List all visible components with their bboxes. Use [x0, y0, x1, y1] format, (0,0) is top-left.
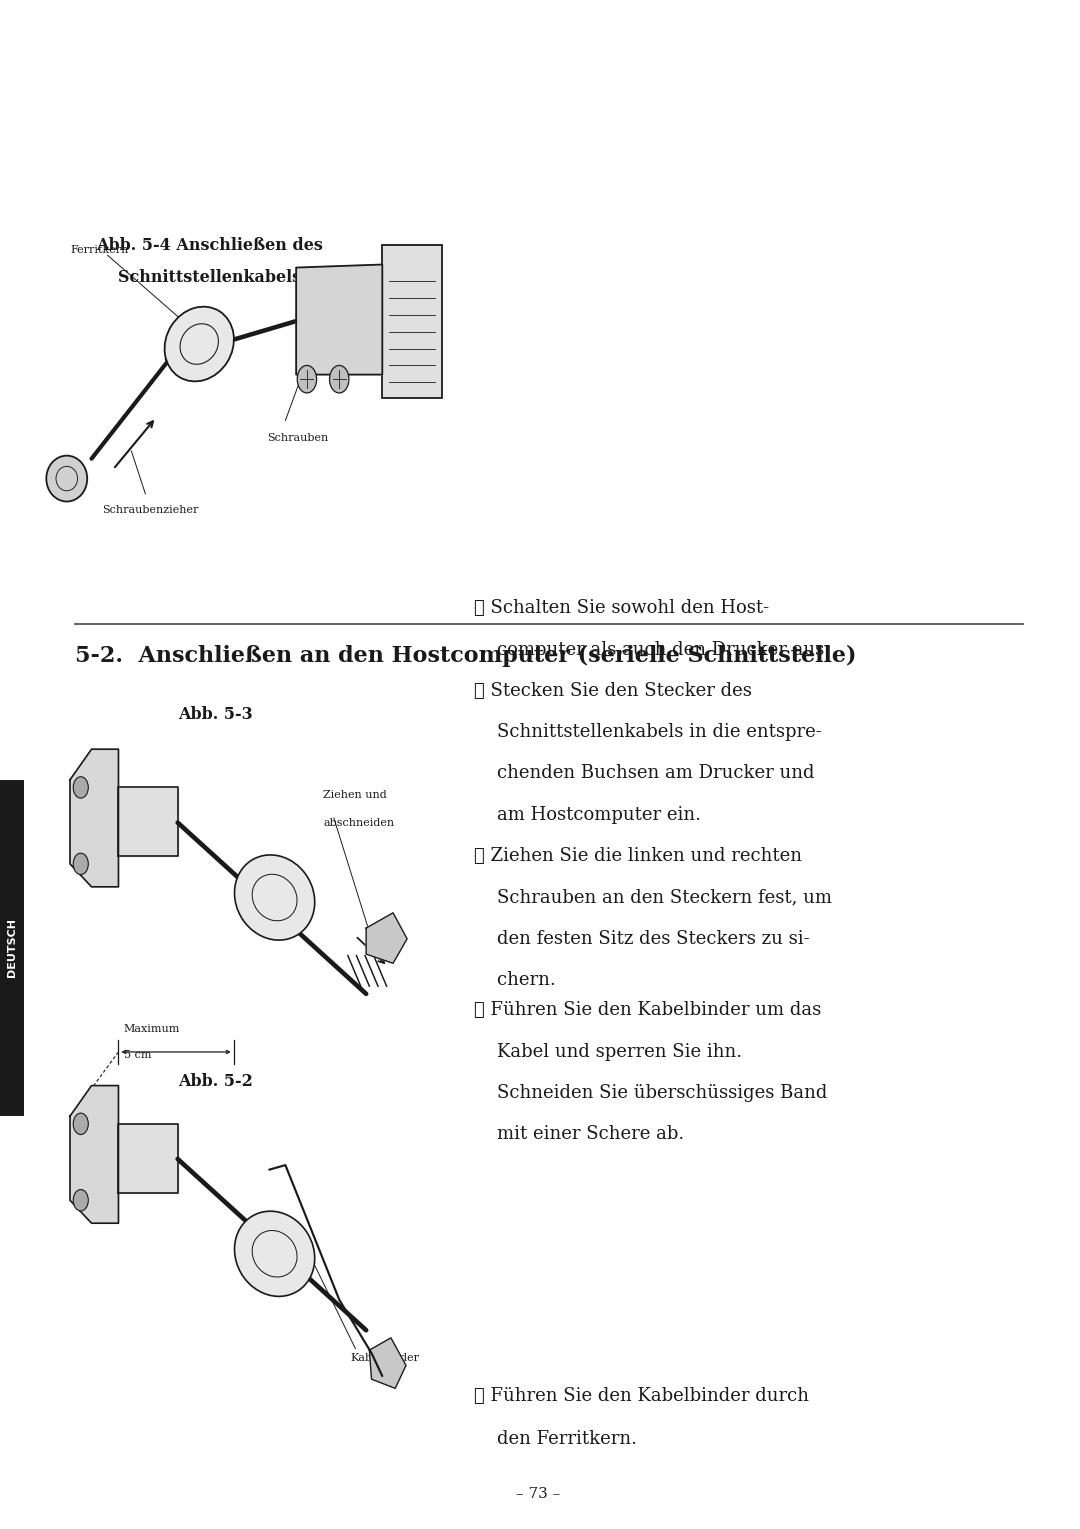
Ellipse shape — [164, 307, 234, 381]
Polygon shape — [119, 1124, 178, 1193]
Text: computer als auch den Drucker aus.: computer als auch den Drucker aus. — [474, 641, 829, 659]
Circle shape — [297, 365, 316, 393]
Polygon shape — [369, 1338, 406, 1388]
FancyBboxPatch shape — [0, 780, 24, 1116]
FancyBboxPatch shape — [382, 245, 442, 398]
Ellipse shape — [46, 456, 87, 502]
Polygon shape — [366, 913, 407, 963]
Circle shape — [73, 1113, 89, 1135]
Text: Abb. 5-4 Anschließen des: Abb. 5-4 Anschließen des — [96, 237, 323, 254]
Polygon shape — [70, 749, 119, 887]
Ellipse shape — [234, 1211, 314, 1297]
Polygon shape — [70, 1086, 119, 1223]
Text: Schraubenzieher: Schraubenzieher — [103, 505, 199, 515]
Text: mit einer Schere ab.: mit einer Schere ab. — [474, 1125, 684, 1144]
Circle shape — [73, 853, 89, 875]
Text: ① Schalten Sie sowohl den Host-: ① Schalten Sie sowohl den Host- — [474, 599, 769, 618]
Text: ② Führen Sie den Kabelbinder durch: ② Führen Sie den Kabelbinder durch — [474, 1387, 809, 1405]
Text: abschneiden: abschneiden — [323, 818, 394, 829]
Text: chern.: chern. — [474, 971, 555, 989]
Text: den Ferritkern.: den Ferritkern. — [474, 1430, 637, 1448]
Text: Abb. 5-2: Abb. 5-2 — [178, 1073, 253, 1090]
Text: Schnittstellenkabels in die entspre-: Schnittstellenkabels in die entspre- — [474, 723, 822, 742]
Circle shape — [73, 777, 89, 798]
Text: Schneiden Sie überschüssiges Band: Schneiden Sie überschüssiges Band — [474, 1084, 827, 1102]
Text: Kabel und sperren Sie ihn.: Kabel und sperren Sie ihn. — [474, 1043, 742, 1061]
Text: Ziehen und: Ziehen und — [323, 790, 387, 801]
Text: ③ Ziehen Sie die linken und rechten: ③ Ziehen Sie die linken und rechten — [474, 847, 801, 865]
Text: Schrauben: Schrauben — [267, 433, 328, 443]
Text: Kabelbinder: Kabelbinder — [350, 1353, 419, 1364]
Text: Schrauben an den Steckern fest, um: Schrauben an den Steckern fest, um — [474, 888, 832, 907]
Ellipse shape — [234, 855, 314, 940]
Text: ② Stecken Sie den Stecker des: ② Stecken Sie den Stecker des — [474, 682, 752, 700]
Text: – 73 –: – 73 – — [516, 1488, 561, 1501]
Text: Maximum: Maximum — [124, 1023, 180, 1034]
Circle shape — [329, 365, 349, 393]
Text: am Hostcomputer ein.: am Hostcomputer ein. — [474, 806, 701, 824]
Text: chenden Buchsen am Drucker und: chenden Buchsen am Drucker und — [474, 764, 814, 783]
Polygon shape — [119, 787, 178, 856]
Text: DEUTSCH: DEUTSCH — [6, 919, 17, 977]
Circle shape — [73, 1190, 89, 1211]
Text: ③ Führen Sie den Kabelbinder um das: ③ Führen Sie den Kabelbinder um das — [474, 1001, 821, 1020]
Text: den festen Sitz des Steckers zu si-: den festen Sitz des Steckers zu si- — [474, 930, 810, 948]
Text: Abb. 5-3: Abb. 5-3 — [178, 706, 253, 723]
Text: 5-2.  Anschließen an den Hostcomputer (serielle Schnittstelle): 5-2. Anschließen an den Hostcomputer (se… — [76, 645, 856, 667]
Text: Ferritkern: Ferritkern — [70, 245, 129, 255]
Polygon shape — [296, 265, 382, 375]
Text: 5 cm: 5 cm — [124, 1050, 151, 1061]
Text: Schnittstellenkabels: Schnittstellenkabels — [119, 269, 301, 286]
